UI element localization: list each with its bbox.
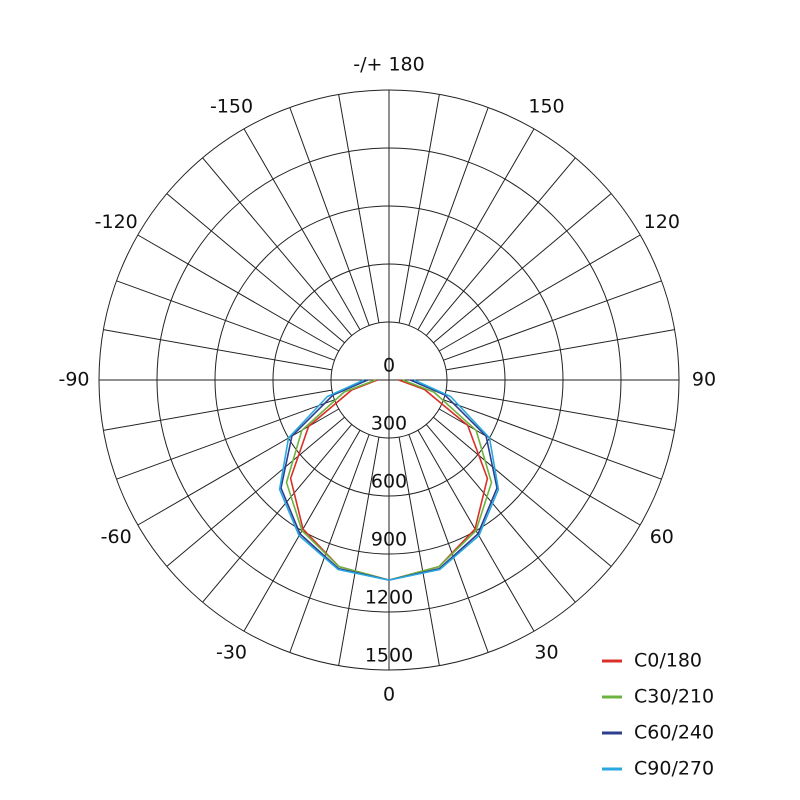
r-tick-label: 1200 bbox=[365, 587, 413, 609]
legend-label: C30/210 bbox=[634, 686, 714, 708]
theta-tick-label: 90 bbox=[692, 369, 716, 391]
theta-tick-label: -150 bbox=[210, 96, 253, 118]
theta-tick-label: 150 bbox=[528, 96, 564, 118]
grid-ring bbox=[272, 263, 506, 497]
r-tick-label: 1500 bbox=[365, 645, 413, 667]
r-tick-label: 0 bbox=[383, 355, 395, 377]
grid-ring bbox=[214, 205, 564, 555]
theta-tick-label: -30 bbox=[216, 641, 247, 663]
theta-tick-label: -/+ 180 bbox=[353, 54, 424, 76]
grid-ring bbox=[98, 89, 680, 671]
r-tick-label: 300 bbox=[371, 413, 407, 435]
grid-ring bbox=[330, 321, 448, 439]
theta-tick-label: 60 bbox=[650, 526, 674, 548]
legend-label: C0/180 bbox=[634, 650, 702, 672]
legend-label: C60/240 bbox=[634, 722, 714, 744]
r-tick-label: 900 bbox=[371, 529, 407, 551]
intensity-curve bbox=[278, 379, 500, 581]
legend-label: C90/270 bbox=[634, 758, 714, 780]
theta-tick-label: 0 bbox=[383, 684, 395, 706]
theta-tick-label: -90 bbox=[58, 369, 89, 391]
theta-tick-label: 120 bbox=[644, 211, 680, 233]
theta-tick-label: 30 bbox=[534, 641, 558, 663]
grid-ring bbox=[156, 147, 622, 613]
theta-tick-label: -60 bbox=[101, 526, 132, 548]
r-tick-label: 600 bbox=[371, 471, 407, 493]
theta-tick-label: -120 bbox=[95, 211, 138, 233]
